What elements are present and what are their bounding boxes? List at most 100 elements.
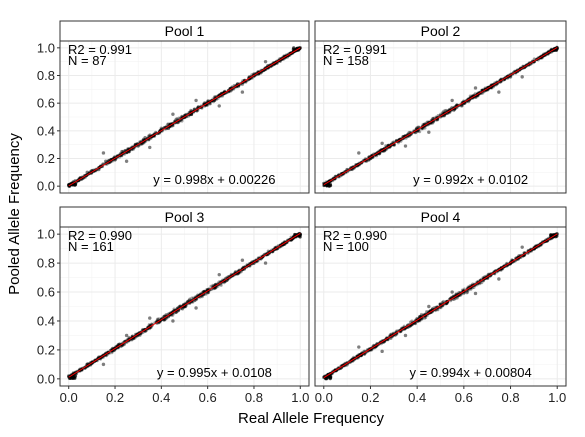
data-point <box>176 121 180 125</box>
data-point <box>170 124 174 128</box>
equation-label: y = 0.992x + 0.0102 <box>413 172 528 187</box>
data-point <box>85 170 89 175</box>
data-point <box>324 377 329 381</box>
data-point <box>520 75 524 79</box>
data-point <box>473 86 478 90</box>
data-point <box>221 94 224 98</box>
data-point <box>166 122 170 126</box>
data-point <box>431 116 435 120</box>
data-point <box>148 145 152 150</box>
data-point <box>200 106 204 110</box>
data-point <box>140 142 144 146</box>
data-point <box>240 83 244 87</box>
data-point <box>194 98 198 103</box>
data-point <box>357 151 361 155</box>
panel-title: Pool 3 <box>165 209 205 225</box>
data-point <box>143 136 147 140</box>
n-label: N = 158 <box>323 53 369 68</box>
panel-title: Pool 1 <box>165 23 205 39</box>
y-tick-label: 0.4 <box>37 123 55 138</box>
x-axis-title: Real Allele Frequency <box>238 410 384 427</box>
data-point <box>474 95 478 99</box>
data-point <box>263 261 268 265</box>
data-point <box>443 114 446 118</box>
data-point <box>171 112 175 116</box>
data-point <box>171 313 175 317</box>
data-point <box>416 125 420 129</box>
data-point <box>325 183 329 187</box>
data-point <box>403 333 408 338</box>
data-point <box>450 98 454 103</box>
data-point <box>403 144 408 148</box>
y-tick-label: 0.0 <box>37 179 55 194</box>
x-tick-label: 0.2 <box>106 390 124 405</box>
equation-label: y = 0.994x + 0.00804 <box>410 365 532 380</box>
data-point <box>104 159 108 163</box>
y-tick-label: 0.8 <box>37 256 55 271</box>
data-point <box>189 108 193 112</box>
data-point <box>380 349 384 354</box>
data-point <box>190 296 194 300</box>
data-point <box>217 272 221 277</box>
n-label: N = 100 <box>323 239 369 254</box>
data-point <box>171 319 175 323</box>
data-point <box>193 107 196 111</box>
equation-label: y = 0.995x + 0.0108 <box>157 365 272 380</box>
data-point <box>142 141 146 145</box>
data-point <box>460 104 464 108</box>
data-point <box>147 134 151 138</box>
x-tick-label: 0.0 <box>60 390 78 405</box>
data-point <box>396 141 400 145</box>
data-point <box>148 316 152 320</box>
y-tick-label: 0.0 <box>37 371 55 386</box>
data-point <box>113 155 117 159</box>
y-tick-label: 0.4 <box>37 313 55 328</box>
data-point <box>236 85 240 89</box>
data-point <box>120 149 124 154</box>
data-point <box>124 159 129 163</box>
data-point <box>481 91 485 95</box>
x-tick-label: 0.4 <box>408 390 426 405</box>
data-point <box>177 116 181 120</box>
data-point <box>232 83 236 87</box>
data-point <box>474 95 478 99</box>
n-label: N = 87 <box>68 53 107 68</box>
data-point <box>209 284 213 288</box>
data-point <box>124 333 129 338</box>
data-point <box>427 304 431 309</box>
data-point <box>401 134 405 138</box>
data-point <box>384 144 388 148</box>
panel-border <box>59 40 310 194</box>
panel-title: Pool 4 <box>421 209 461 225</box>
data-point <box>240 258 245 262</box>
y-tick-label: 0.2 <box>37 151 55 166</box>
data-point <box>209 102 212 106</box>
data-point <box>177 120 181 124</box>
x-tick-label: 0.6 <box>455 390 473 405</box>
x-tick-label: 0.2 <box>361 390 379 405</box>
data-point <box>441 111 444 115</box>
y-tick-label: 0.6 <box>37 96 55 111</box>
data-point <box>421 127 425 131</box>
data-point <box>292 46 296 50</box>
y-tick-label: 0.2 <box>37 342 55 357</box>
x-tick-label: 0.4 <box>152 390 170 405</box>
data-point <box>166 122 170 126</box>
y-tick-label: 1.0 <box>37 40 55 55</box>
x-tick-label: 0.8 <box>245 390 263 405</box>
y-tick-label: 0.6 <box>37 285 55 300</box>
y-tick-label: 0.8 <box>37 68 55 83</box>
x-tick-label: 1.0 <box>548 390 566 405</box>
data-point <box>357 345 361 349</box>
data-point <box>473 291 478 296</box>
data-point <box>473 92 477 96</box>
data-point <box>132 147 135 151</box>
data-point <box>375 154 379 158</box>
data-point <box>420 127 424 131</box>
data-point <box>171 124 175 128</box>
data-point <box>203 101 207 104</box>
data-point <box>329 374 333 379</box>
data-point <box>205 104 209 107</box>
